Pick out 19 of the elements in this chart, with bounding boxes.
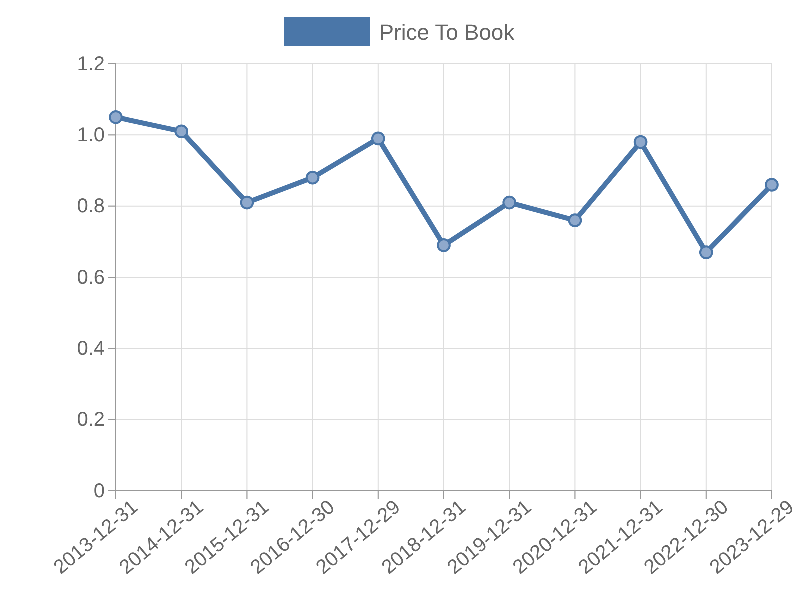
- legend-label: Price To Book: [379, 20, 516, 45]
- y-tick-label: 1.0: [77, 124, 105, 147]
- point: [437, 238, 451, 252]
- point: [765, 178, 779, 192]
- y-tick-label: 0: [94, 480, 105, 502]
- point: [634, 135, 648, 150]
- y-tick-label: 0.4: [77, 338, 105, 360]
- point: [109, 110, 123, 124]
- point: [699, 246, 714, 260]
- point: [502, 196, 517, 210]
- point: [240, 196, 254, 210]
- point: [306, 170, 320, 185]
- y-tick-label: 0.6: [77, 266, 105, 289]
- point: [568, 214, 582, 228]
- y-tick-label: 0.2: [77, 409, 105, 432]
- y-tick-label: 1.2: [77, 53, 105, 76]
- point: [371, 132, 386, 146]
- point: [174, 124, 189, 139]
- y-tick-label: 0.8: [77, 196, 105, 218]
